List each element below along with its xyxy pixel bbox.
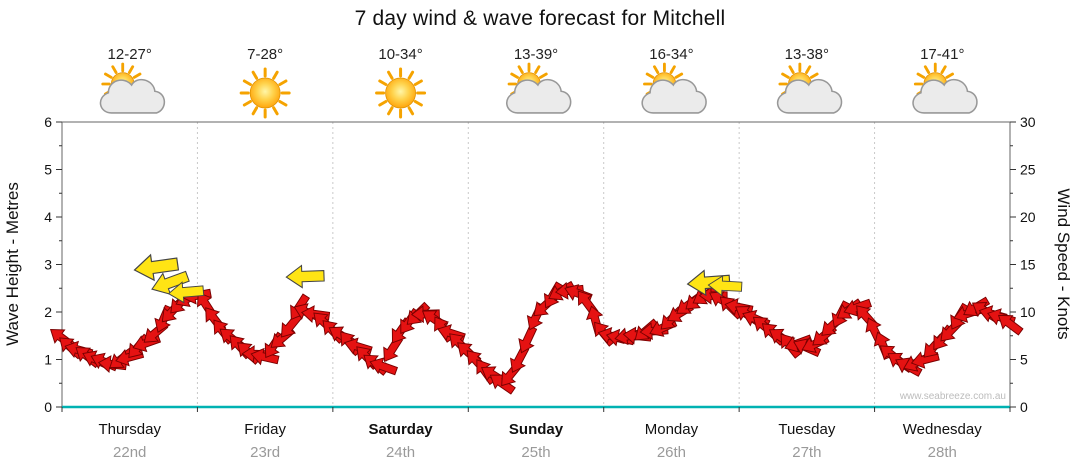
sun-icon (375, 67, 427, 119)
day-temp-range: 10-34° (378, 46, 423, 63)
day-name: Monday (644, 421, 699, 438)
y-tick-label-left: 3 (44, 257, 52, 273)
day-name: Wednesday (902, 421, 982, 438)
sun-icon (239, 67, 291, 119)
wind-arrow (997, 314, 1024, 336)
weather-icons-row (99, 62, 978, 119)
day-date: 28th (927, 444, 957, 461)
y-tick-label-right: 20 (1020, 209, 1036, 225)
wind-arrow (369, 357, 399, 376)
sun-cloud-icon (506, 62, 572, 114)
day-date: 26th (656, 444, 687, 461)
y-tick-label-right: 5 (1020, 352, 1028, 368)
sun-cloud-icon (641, 62, 707, 114)
watermark: www.seabreeze.com.au (899, 391, 1006, 402)
sun-cloud-icon (99, 62, 166, 114)
day-date: 27th (792, 444, 822, 461)
y-tick-label-left: 6 (44, 114, 52, 130)
y-tick-label-right: 30 (1020, 114, 1036, 130)
strong-wind-arrow (133, 253, 180, 282)
strong-wind-arrow (686, 269, 731, 297)
sun-cloud-icon (912, 62, 978, 114)
wind-arrow (518, 325, 538, 354)
day-date: 25th (521, 444, 551, 461)
strong-wind-arrow (167, 281, 205, 304)
strong-wind-arrow (707, 275, 743, 297)
plot-border (61, 121, 1011, 408)
day-temp-range: 13-38° (784, 46, 830, 63)
page-title: 7 day wind & wave forecast for Mitchell (354, 7, 726, 30)
y-tick-label-right: 0 (1020, 399, 1028, 415)
day-date: 22nd (113, 444, 147, 461)
y-tick-label-left: 1 (44, 352, 52, 368)
wind-arrows-series (49, 253, 1024, 395)
day-temp-range: 17-41° (920, 46, 965, 63)
day-date: 23rd (250, 444, 281, 461)
strong-wind-arrow (151, 270, 190, 295)
day-temp-range: 7-28° (247, 46, 284, 63)
strong-wind-arrow (285, 264, 325, 289)
y-tick-label-right: 10 (1020, 304, 1036, 320)
y-tick-label-left: 4 (44, 209, 52, 225)
sun-cloud-icon (776, 62, 843, 114)
left-axis-title: Wave Height - Metres (3, 182, 22, 346)
day-name: Friday (244, 421, 286, 438)
day-name: Saturday (368, 421, 433, 438)
y-tick-label-right: 15 (1020, 257, 1036, 273)
right-axis-title: Wind Speed - Knots (1054, 188, 1073, 339)
day-temp-range: 13-39° (513, 46, 559, 63)
day-name: Sunday (508, 421, 564, 438)
day-date: 24th (385, 444, 416, 461)
y-tick-label-left: 0 (44, 399, 52, 415)
day-name: Thursday (98, 421, 161, 438)
gridlines (196, 122, 876, 407)
y-tick-label-right: 25 (1020, 162, 1036, 178)
axes: 0 1 2 3 4 5 6 0 5 10 15 20 25 30 (44, 114, 1036, 415)
day-temp-range: 12-27° (107, 46, 152, 63)
y-tick-label-left: 2 (44, 304, 52, 320)
y-tick-label-left: 5 (44, 162, 52, 178)
day-name: Tuesday (778, 421, 836, 438)
wind-arrow (250, 347, 280, 366)
day-temp-range: 16-34° (649, 46, 694, 63)
